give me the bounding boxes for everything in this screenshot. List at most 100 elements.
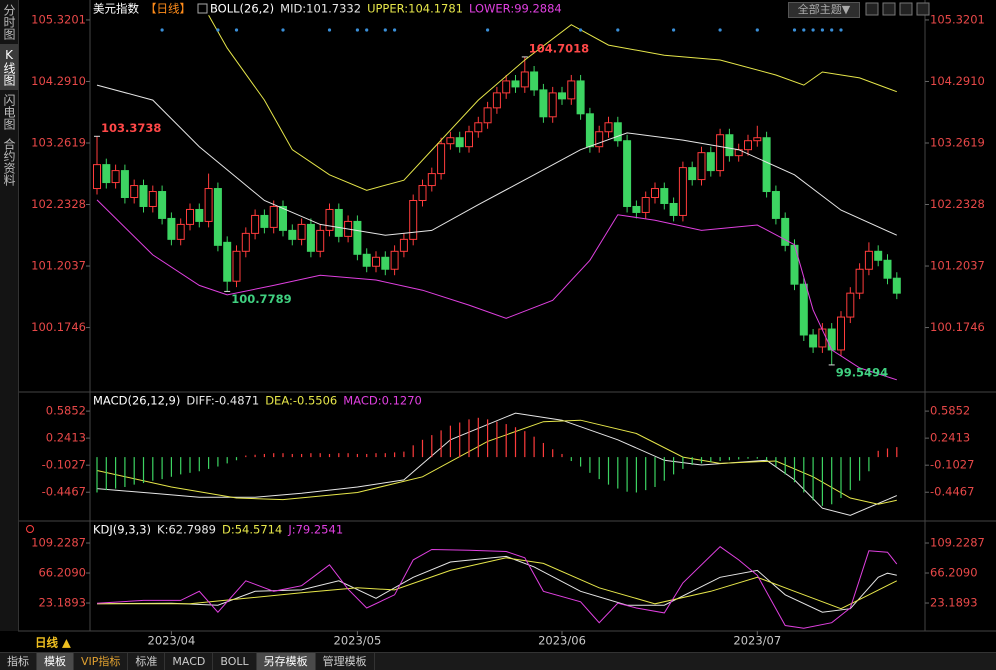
candle-body <box>306 223 315 252</box>
candle-body <box>176 223 185 240</box>
candle-body <box>186 208 194 225</box>
signal-dot <box>393 28 397 32</box>
indicator-line <box>96 412 897 516</box>
y-tick-label-right: -0.4467 <box>930 485 974 499</box>
signal-dot <box>672 28 676 32</box>
indicator-line <box>97 557 898 610</box>
bottom-tab[interactable]: VIP指标 <box>74 653 129 670</box>
toolbar-icons <box>865 2 930 16</box>
bottom-tab[interactable]: 管理模板 <box>316 653 375 670</box>
bottom-tab[interactable]: 模板 <box>37 653 74 670</box>
signal-dot <box>365 28 369 32</box>
y-tick-label-right: 23.1893 <box>930 596 978 610</box>
candle-body <box>93 164 101 190</box>
candle-body <box>623 140 632 207</box>
y-tick-label-right: 101.2037 <box>930 259 985 273</box>
annotation: 100.7789 <box>231 292 291 306</box>
candle-body <box>437 143 446 175</box>
signal-dot <box>216 28 220 32</box>
background <box>0 0 996 652</box>
candle-body <box>241 232 250 252</box>
candle-body <box>762 137 771 193</box>
candle-body <box>502 80 511 94</box>
icon-button[interactable] <box>899 2 913 16</box>
signal-dot <box>486 28 490 32</box>
candle-body <box>409 199 418 240</box>
x-tick-label: 2023/07 <box>733 634 781 648</box>
legend-text: UPPER:104.1781 <box>367 2 463 16</box>
candle-body <box>827 328 836 351</box>
candle-body <box>790 244 799 285</box>
candle-body <box>530 71 539 91</box>
candle-body <box>399 238 408 252</box>
candle-body <box>372 256 380 267</box>
bottom-tab[interactable]: 指标 <box>0 653 37 670</box>
y-tick-label: 101.2037 <box>31 259 86 273</box>
bottom-tab[interactable]: BOLL <box>213 653 257 670</box>
candle-body <box>446 137 455 145</box>
candle-body <box>455 137 464 148</box>
legend-text: MACD:0.1270 <box>343 394 422 408</box>
candle-body <box>604 122 613 133</box>
annotation: 99.5494 <box>836 365 888 379</box>
candle-body <box>316 229 325 252</box>
candle-body <box>753 137 762 142</box>
y-tick-label-right: 105.3201 <box>930 12 985 26</box>
candle-body <box>799 283 808 336</box>
signal-dot <box>160 28 164 32</box>
candle-body <box>492 92 501 109</box>
icon-button[interactable] <box>916 2 930 16</box>
candle-body <box>362 253 371 267</box>
indicator-line <box>96 199 897 381</box>
y-tick-label-right: 66.2090 <box>930 566 978 580</box>
sidebar: 分时图 K线图闪电图合约资料 <box>0 0 19 631</box>
y-tick-label: 0.2413 <box>46 431 86 445</box>
sidebar-tab[interactable]: 分时图 <box>2 4 16 40</box>
candle-body <box>288 229 297 240</box>
y-tick-label: -0.1027 <box>42 458 86 472</box>
candle-body <box>297 223 306 240</box>
bottom-tab[interactable]: MACD <box>165 653 214 670</box>
candle-body <box>130 185 139 199</box>
candle-body <box>204 188 213 222</box>
candle-body <box>167 217 176 240</box>
candle-body <box>706 152 715 172</box>
sidebar-tab[interactable]: 闪电图 <box>2 94 16 130</box>
candle-body <box>111 170 120 184</box>
icon-button[interactable] <box>865 2 879 16</box>
candle-body <box>809 334 818 348</box>
candle-body <box>678 167 687 216</box>
candle-body <box>325 208 334 231</box>
candle-body <box>874 250 883 261</box>
candle-body <box>641 197 650 213</box>
y-tick-label: 104.2910 <box>31 74 86 88</box>
legend-text: K:62.7989 <box>157 523 216 537</box>
sidebar-tab[interactable]: 合约资料 <box>2 138 16 186</box>
candle-body <box>688 167 697 181</box>
bottom-tab[interactable]: 标准 <box>128 653 166 670</box>
candle-body <box>576 80 585 115</box>
kdj-icon[interactable] <box>26 525 34 533</box>
legend-text: 【日线】 <box>145 2 191 16</box>
y-tick-label: 102.2328 <box>31 197 86 211</box>
candle-body <box>697 152 706 181</box>
icon-button[interactable] <box>882 2 896 16</box>
candle-body <box>427 173 436 187</box>
theme-button[interactable]: 全部主题▼ <box>788 2 860 18</box>
candle-body <box>158 191 167 219</box>
candle-body <box>232 250 241 282</box>
candle-body <box>855 268 864 294</box>
candle-body <box>520 71 529 88</box>
candle-body <box>558 92 566 100</box>
legend-text: KDJ(9,3,3) <box>93 523 151 537</box>
y-tick-label: -0.4467 <box>42 485 86 499</box>
candle-body <box>660 188 669 204</box>
sidebar-tab[interactable]: K线图 <box>0 44 18 90</box>
indicator-line <box>96 546 898 629</box>
period-button[interactable]: 日线 ▲ <box>35 636 71 650</box>
bottom-tab[interactable]: 另存模板 <box>256 653 316 670</box>
indicator-icon[interactable] <box>197 3 208 14</box>
candle-body <box>483 107 492 124</box>
y-tick-label: 66.2090 <box>38 566 86 580</box>
candle-body <box>102 164 111 184</box>
